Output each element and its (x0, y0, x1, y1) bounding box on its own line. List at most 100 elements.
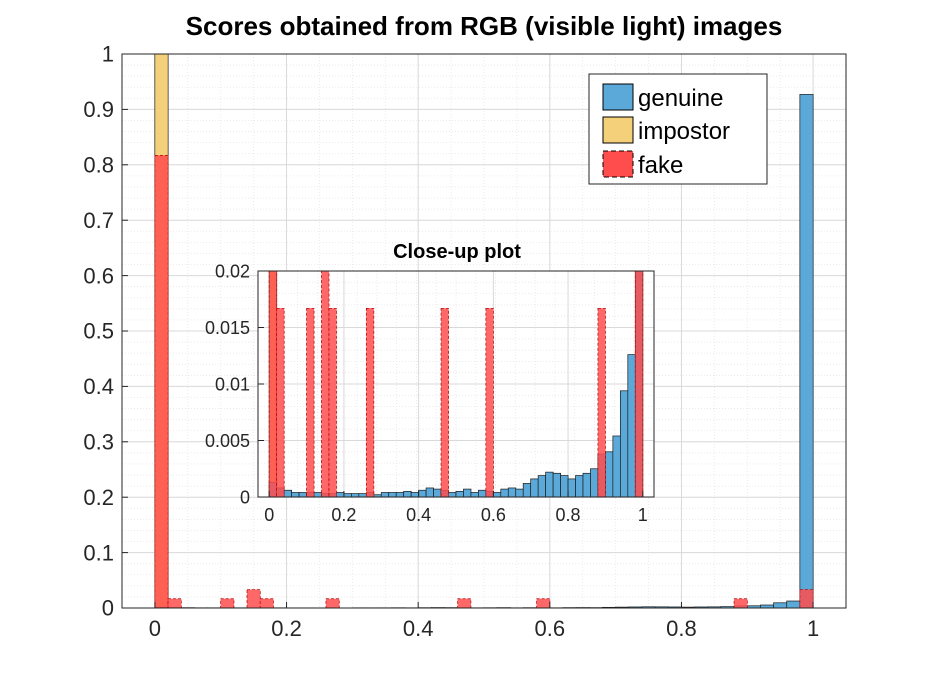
inset-bar-genuine (567, 478, 576, 498)
inset-bar-fake (328, 307, 337, 498)
main-bar-genuine (799, 94, 814, 609)
main-xtick-label: 0 (149, 616, 161, 641)
main-x-axis: 0 0.2 0.4 0.6 0.8 1 (149, 602, 819, 641)
main-bar-fake (246, 589, 261, 609)
inset-x-axis: 0 0.2 0.4 0.6 0.8 1 (264, 491, 648, 525)
inset-bar-genuine (380, 492, 390, 498)
main-xtick-label: 0.2 (271, 616, 302, 641)
inset-bar-genuine (455, 491, 464, 498)
inset-bar-genuine (575, 475, 584, 498)
inset-bar-fake (276, 307, 285, 498)
inset-bar-genuine (343, 493, 352, 498)
inset-bar-fake (634, 270, 644, 498)
inset-bar-genuine (291, 492, 300, 498)
inset-bar-fake (268, 270, 278, 498)
main-ytick-label: 0.4 (83, 374, 114, 399)
inset-bar-genuine (410, 492, 420, 498)
inset-bar-genuine (530, 478, 539, 498)
inset-bar-genuine (358, 493, 367, 498)
inset-bar-fake (485, 307, 494, 498)
inset-bar-genuine (478, 489, 487, 498)
legend-label-fake: fake (638, 152, 683, 179)
inset-bar-genuine (418, 489, 427, 498)
main-bar-genuine (786, 600, 801, 609)
main-xtick-label: 0.4 (403, 616, 434, 641)
inset-bar-genuine (351, 493, 360, 498)
inset-ytick-label: 0.005 (205, 431, 250, 451)
main-xtick-label: 1 (807, 616, 819, 641)
inset-bar-genuine (336, 492, 345, 498)
inset-bar-genuine (500, 488, 509, 498)
inset-bar-genuine (522, 483, 532, 498)
inset-bar-fake (597, 307, 606, 498)
inset-bar-genuine (507, 487, 517, 498)
main-ytick-label: 1 (102, 42, 114, 67)
inset-xtick-label: 0.2 (331, 505, 356, 525)
main-bar-fake (167, 598, 182, 609)
legend-swatch-impostor (602, 116, 634, 144)
legend: genuine impostor fake (588, 73, 768, 185)
main-bar-fake (457, 598, 472, 609)
inset-bar-genuine (388, 492, 397, 498)
main-bar-fake (536, 598, 551, 609)
inset-bar-genuine (582, 472, 591, 498)
inset-ytick-label: 0.01 (215, 374, 250, 394)
chart-title: Scores obtained from RGB (visible light)… (186, 11, 783, 41)
inset-bar-genuine (448, 492, 457, 498)
inset-bar-genuine (298, 492, 307, 498)
main-bar-fake (259, 598, 274, 609)
main-bar-fake (325, 598, 340, 609)
inset-plot-area: Close-up plot 0 0.005 0.01 0.015 0.02 0 0.2 0.… (205, 241, 655, 525)
main-xtick-label: 0.6 (535, 616, 566, 641)
inset-xtick-label: 0.4 (406, 505, 431, 525)
inset-bar-genuine (283, 489, 293, 498)
legend-swatch-fake (602, 150, 634, 178)
main-ytick-label: 0.6 (83, 263, 114, 288)
main-ytick-label: 0.8 (83, 153, 114, 178)
inset-bar-genuine (590, 468, 599, 498)
main-bar-genuine (773, 602, 788, 609)
inset-grid (257, 270, 655, 498)
inset-bar-fake (440, 307, 449, 498)
inset-bar-genuine (545, 471, 554, 498)
inset-bar-genuine (425, 487, 434, 498)
inset-bar-genuine (560, 475, 569, 498)
main-ytick-label: 0.5 (83, 319, 114, 344)
legend-swatch-genuine (602, 83, 634, 111)
inset-bar-genuine (537, 475, 547, 498)
inset-bar-genuine (463, 488, 472, 498)
inset-xtick-label: 0.8 (556, 505, 581, 525)
inset-xtick-label: 1 (638, 505, 648, 525)
inset-bar-fake (306, 307, 315, 498)
inset-bar-genuine (403, 491, 412, 498)
main-ytick-label: 0.7 (83, 208, 114, 233)
inset-title: Close-up plot (393, 241, 521, 263)
inset-bar-genuine (612, 435, 621, 498)
inset-bar-genuine (433, 488, 442, 498)
inset-bar-fake (321, 270, 330, 498)
main-ytick-label: 0 (102, 596, 114, 621)
main-bar-fake (154, 155, 169, 609)
inset-y-axis: 0 0.005 0.01 0.015 0.02 (205, 261, 264, 507)
inset-bar-genuine (515, 488, 524, 498)
main-ytick-label: 0.2 (83, 485, 114, 510)
inset-bar-genuine (395, 492, 405, 498)
inset-bar-genuine (627, 354, 636, 498)
inset-bar-fake (365, 307, 375, 498)
legend-label-genuine: genuine (638, 85, 723, 112)
main-ytick-label: 0.1 (83, 540, 114, 565)
main-xtick-label: 0.8 (666, 616, 697, 641)
inset-bar-genuine (552, 472, 561, 498)
main-bar-fake (733, 598, 748, 609)
legend-label-impostor: impostor (638, 118, 730, 145)
main-ytick-label: 0.3 (83, 430, 114, 455)
main-bar-fake (220, 598, 235, 609)
inset-ytick-label: 0.015 (205, 318, 250, 338)
inset-bar-genuine (470, 492, 479, 498)
inset-ytick-label: 0.02 (215, 261, 250, 281)
inset-bar-genuine (313, 492, 322, 498)
main-ytick-label: 0.9 (83, 97, 114, 122)
inset-xtick-label: 0 (264, 505, 274, 525)
main-bar-fake (799, 589, 814, 609)
